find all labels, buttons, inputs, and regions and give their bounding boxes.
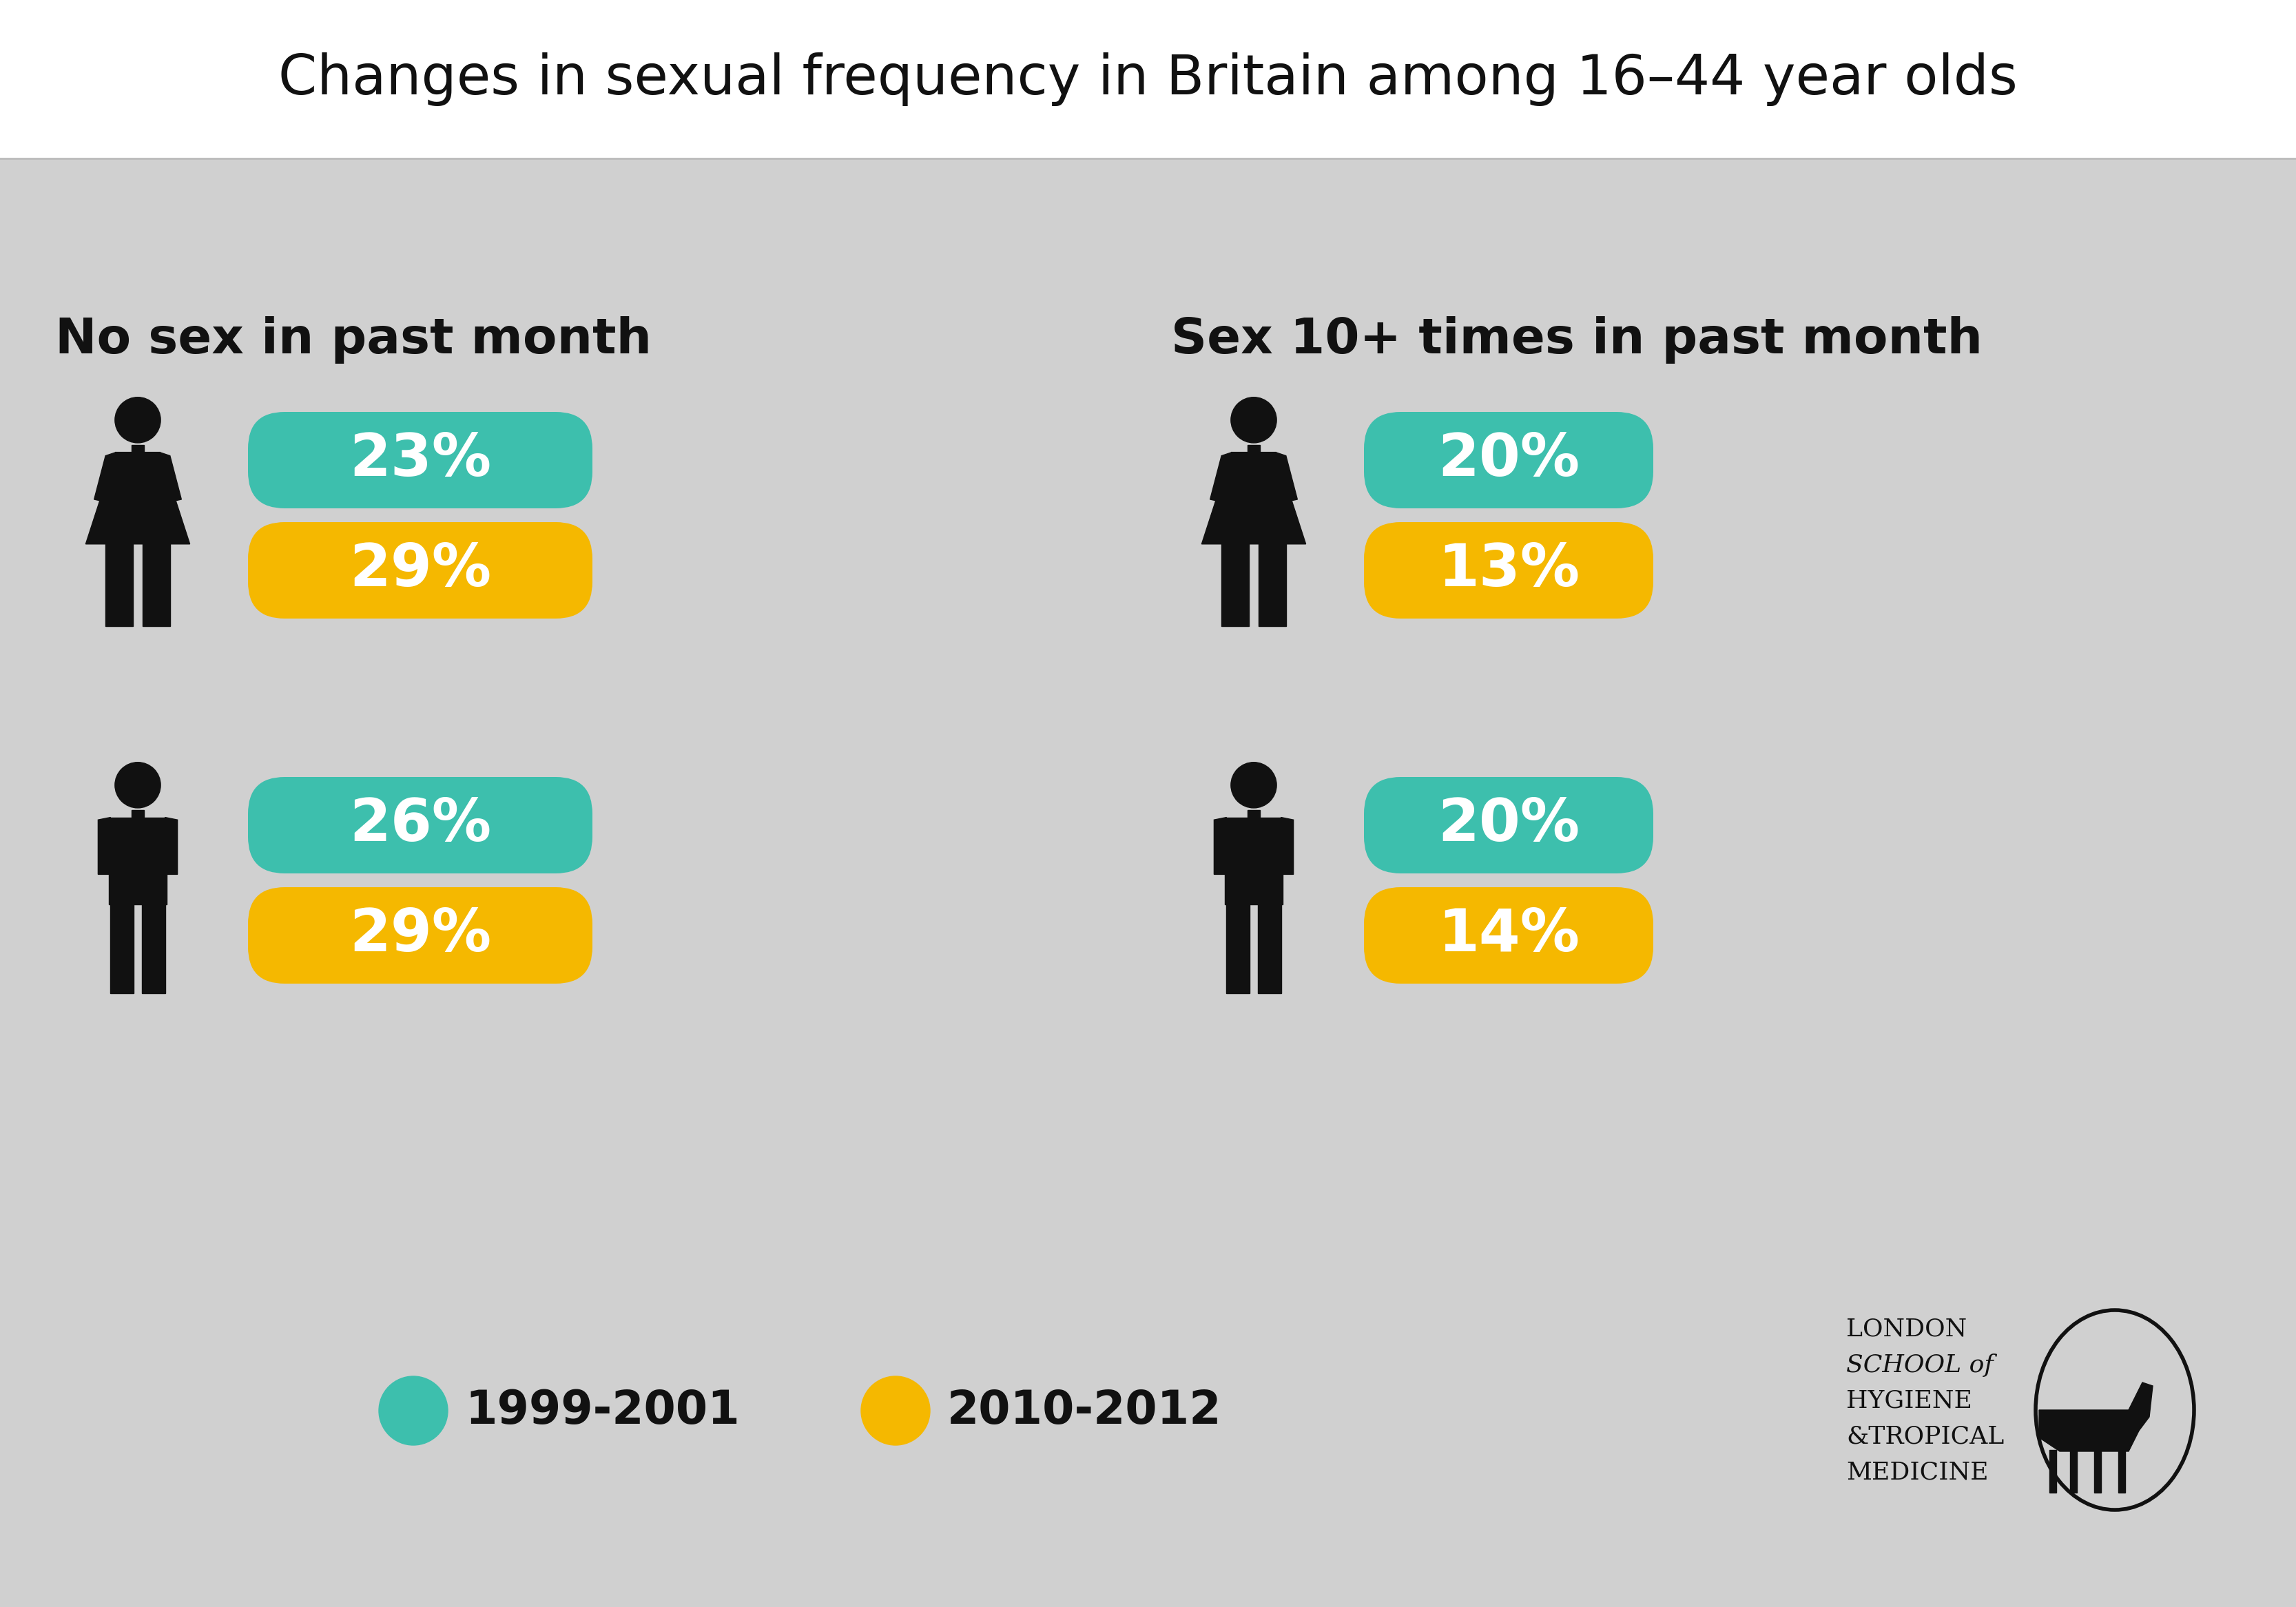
Text: MEDICINE: MEDICINE xyxy=(1846,1461,1988,1485)
FancyBboxPatch shape xyxy=(248,887,592,983)
Circle shape xyxy=(115,762,161,808)
Polygon shape xyxy=(2119,1450,2126,1493)
Polygon shape xyxy=(99,818,110,874)
Circle shape xyxy=(379,1376,448,1445)
Text: 20%: 20% xyxy=(1437,797,1580,853)
Text: 23%: 23% xyxy=(349,432,491,489)
Polygon shape xyxy=(165,818,177,874)
Text: 29%: 29% xyxy=(349,906,491,964)
Polygon shape xyxy=(131,810,145,818)
Polygon shape xyxy=(1226,903,1249,993)
Text: 20%: 20% xyxy=(1437,432,1580,489)
Polygon shape xyxy=(1247,445,1261,452)
Polygon shape xyxy=(1221,542,1249,625)
Polygon shape xyxy=(2050,1450,2057,1493)
FancyBboxPatch shape xyxy=(1364,411,1653,508)
Circle shape xyxy=(1231,397,1277,444)
Polygon shape xyxy=(106,542,133,625)
Text: 26%: 26% xyxy=(349,797,491,853)
Text: 29%: 29% xyxy=(349,542,491,599)
Polygon shape xyxy=(2128,1382,2154,1430)
FancyBboxPatch shape xyxy=(1364,887,1653,983)
Polygon shape xyxy=(2071,1450,2078,1493)
Text: SCHOOL of: SCHOOL of xyxy=(1846,1353,1993,1377)
Polygon shape xyxy=(2039,1409,2140,1451)
Polygon shape xyxy=(1277,452,1297,501)
Bar xyxy=(0,0,2296,159)
Polygon shape xyxy=(108,818,168,905)
Text: 14%: 14% xyxy=(1437,906,1580,964)
Polygon shape xyxy=(2094,1450,2101,1493)
Polygon shape xyxy=(161,452,181,501)
Polygon shape xyxy=(1258,903,1281,993)
Text: 1999-2001: 1999-2001 xyxy=(466,1388,739,1433)
Circle shape xyxy=(861,1376,930,1445)
Circle shape xyxy=(1231,762,1277,808)
FancyBboxPatch shape xyxy=(1364,776,1653,874)
Polygon shape xyxy=(1215,818,1226,874)
Polygon shape xyxy=(1210,452,1233,501)
Polygon shape xyxy=(85,452,191,545)
FancyBboxPatch shape xyxy=(248,522,592,619)
Text: 2010-2012: 2010-2012 xyxy=(948,1388,1221,1433)
Text: LONDON: LONDON xyxy=(1846,1318,1968,1342)
Polygon shape xyxy=(110,903,133,993)
Polygon shape xyxy=(1201,452,1306,545)
FancyBboxPatch shape xyxy=(1364,522,1653,619)
Text: &TROPICAL: &TROPICAL xyxy=(1846,1425,2004,1448)
FancyBboxPatch shape xyxy=(248,411,592,508)
Text: Changes in sexual frequency in Britain among 16–44 year olds: Changes in sexual frequency in Britain a… xyxy=(278,53,2018,106)
Polygon shape xyxy=(94,452,117,501)
Polygon shape xyxy=(1258,542,1286,625)
Text: HYGIENE: HYGIENE xyxy=(1846,1390,1972,1413)
Text: No sex in past month: No sex in past month xyxy=(55,317,652,363)
Text: Sex 10+ times in past month: Sex 10+ times in past month xyxy=(1171,317,1981,363)
Text: 13%: 13% xyxy=(1437,542,1580,599)
Polygon shape xyxy=(1247,810,1261,818)
Polygon shape xyxy=(131,445,145,452)
Polygon shape xyxy=(142,903,165,993)
Polygon shape xyxy=(142,542,170,625)
Polygon shape xyxy=(1226,818,1283,905)
Circle shape xyxy=(115,397,161,444)
FancyBboxPatch shape xyxy=(248,776,592,874)
Polygon shape xyxy=(1281,818,1293,874)
